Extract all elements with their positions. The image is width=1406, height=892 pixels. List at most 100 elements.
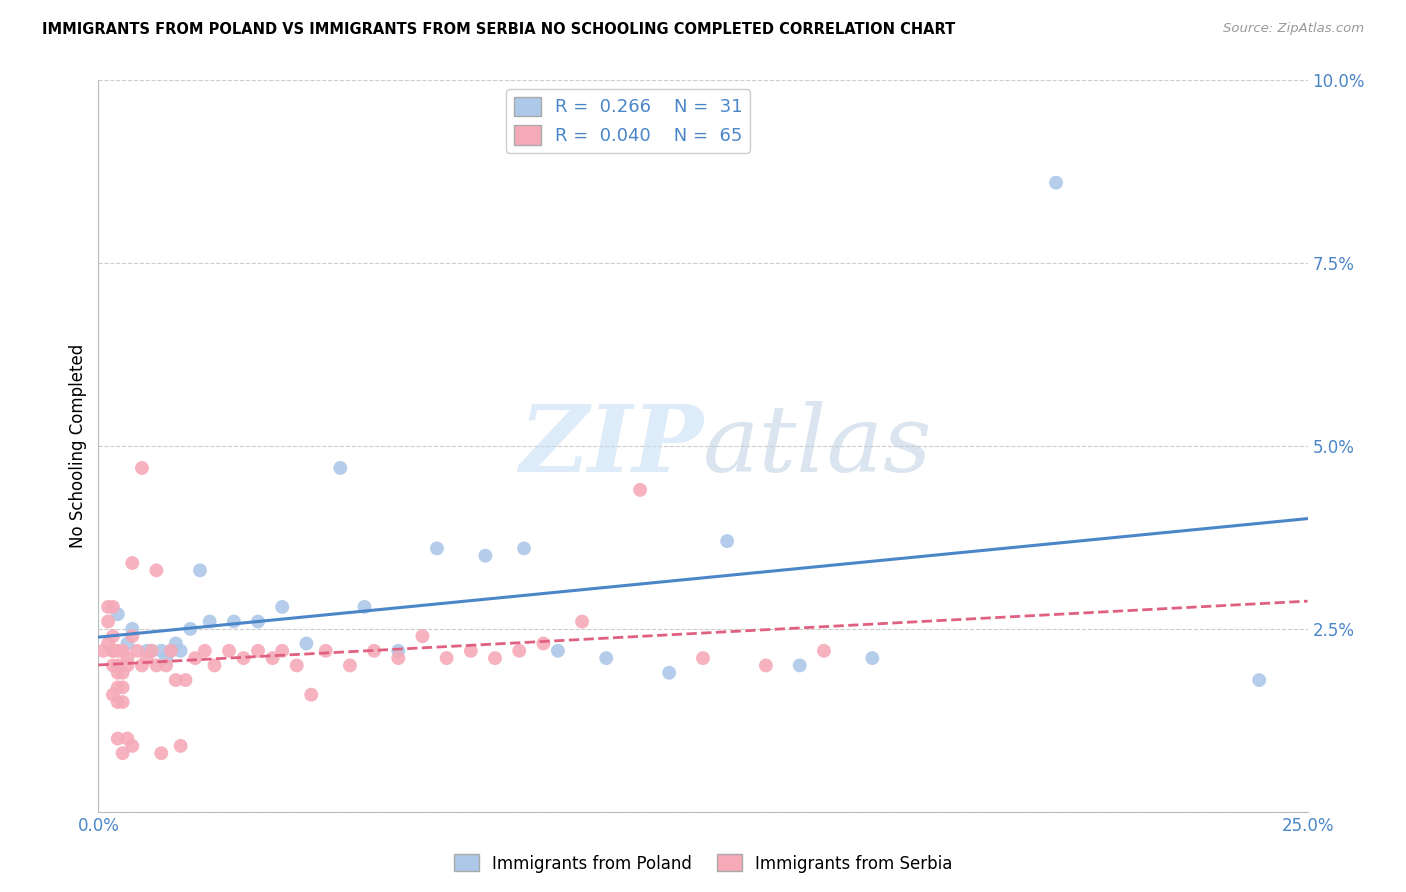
Point <box>107 681 129 695</box>
Point <box>247 644 270 658</box>
Point <box>363 644 385 658</box>
Legend: R =  0.266    N =  31, R =  0.040    N =  65: R = 0.266 N = 31, R = 0.040 N = 65 <box>506 89 749 153</box>
Point <box>299 688 322 702</box>
Point <box>165 673 187 687</box>
Point <box>204 658 226 673</box>
Point <box>121 622 143 636</box>
Point <box>97 615 120 629</box>
Point <box>513 541 536 556</box>
Point <box>508 644 530 658</box>
Point <box>658 665 681 680</box>
Point <box>484 651 506 665</box>
Point <box>271 644 294 658</box>
Point <box>107 665 129 680</box>
Point <box>127 644 149 658</box>
Point <box>295 636 318 650</box>
Point <box>436 651 458 665</box>
Point <box>101 658 124 673</box>
Point <box>860 651 883 665</box>
Point <box>97 636 120 650</box>
Point <box>117 651 139 665</box>
Point <box>111 665 134 680</box>
Point <box>101 599 124 614</box>
Point <box>531 636 554 650</box>
Point <box>117 658 139 673</box>
Point <box>135 644 157 658</box>
Point <box>411 629 433 643</box>
Point <box>165 636 187 650</box>
Text: Source: ZipAtlas.com: Source: ZipAtlas.com <box>1223 22 1364 36</box>
Point <box>107 731 129 746</box>
Point <box>232 651 254 665</box>
Point <box>107 658 129 673</box>
Point <box>101 629 124 643</box>
Point <box>285 658 308 673</box>
Point <box>131 658 153 673</box>
Point <box>188 563 211 577</box>
Point <box>387 651 409 665</box>
Text: atlas: atlas <box>703 401 932 491</box>
Point <box>571 615 593 629</box>
Point <box>97 599 120 614</box>
Point <box>111 644 134 658</box>
Point <box>218 644 240 658</box>
Point <box>111 746 134 760</box>
Point <box>91 644 114 658</box>
Point <box>160 644 183 658</box>
Point <box>155 651 177 665</box>
Point <box>101 644 124 658</box>
Point <box>121 556 143 570</box>
Point <box>222 615 245 629</box>
Legend: Immigrants from Poland, Immigrants from Serbia: Immigrants from Poland, Immigrants from … <box>447 847 959 880</box>
Point <box>160 644 183 658</box>
Point <box>169 739 191 753</box>
Point <box>353 599 375 614</box>
Text: ZIP: ZIP <box>519 401 703 491</box>
Point <box>101 644 124 658</box>
Point <box>184 651 207 665</box>
Point <box>131 461 153 475</box>
Point <box>174 673 197 687</box>
Point <box>315 644 337 658</box>
Point <box>169 644 191 658</box>
Point <box>141 644 163 658</box>
Point <box>247 615 270 629</box>
Point <box>262 651 284 665</box>
Point <box>339 658 361 673</box>
Point <box>111 681 134 695</box>
Point <box>141 644 163 658</box>
Point <box>135 651 157 665</box>
Point <box>474 549 496 563</box>
Point <box>813 644 835 658</box>
Text: IMMIGRANTS FROM POLAND VS IMMIGRANTS FROM SERBIA NO SCHOOLING COMPLETED CORRELAT: IMMIGRANTS FROM POLAND VS IMMIGRANTS FRO… <box>42 22 956 37</box>
Point <box>107 695 129 709</box>
Point <box>692 651 714 665</box>
Point <box>1249 673 1271 687</box>
Point <box>155 658 177 673</box>
Point <box>271 599 294 614</box>
Point <box>789 658 811 673</box>
Point <box>198 615 221 629</box>
Point <box>150 644 173 658</box>
Point <box>179 622 201 636</box>
Point <box>387 644 409 658</box>
Y-axis label: No Schooling Completed: No Schooling Completed <box>69 344 87 548</box>
Point <box>595 651 617 665</box>
Point <box>101 688 124 702</box>
Point <box>716 534 738 549</box>
Point <box>460 644 482 658</box>
Point <box>145 658 167 673</box>
Point <box>145 563 167 577</box>
Point <box>111 695 134 709</box>
Point <box>755 658 778 673</box>
Point <box>121 739 143 753</box>
Point <box>150 746 173 760</box>
Point <box>194 644 217 658</box>
Point <box>329 461 352 475</box>
Point <box>117 636 139 650</box>
Point <box>426 541 449 556</box>
Point <box>121 629 143 643</box>
Point <box>117 731 139 746</box>
Point <box>1045 176 1067 190</box>
Point <box>107 644 129 658</box>
